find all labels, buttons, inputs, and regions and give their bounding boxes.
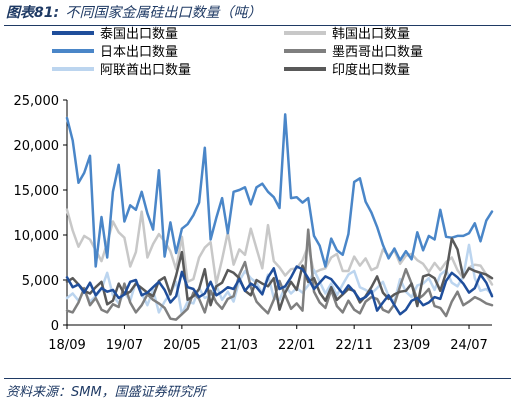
figure-label: 图表81: bbox=[6, 5, 60, 21]
series-line bbox=[65, 113, 494, 268]
y-tick-label: 20,000 bbox=[14, 139, 60, 154]
y-tick-label: 25,000 bbox=[14, 94, 60, 109]
figure-title: 不同国家金属硅出口数量（吨） bbox=[65, 5, 262, 21]
x-tick-label: 20/05 bbox=[163, 338, 200, 353]
y-tick-label: 10,000 bbox=[14, 229, 60, 244]
legend-label: 日本出口数量 bbox=[100, 45, 178, 60]
legend-label: 墨西哥出口数量 bbox=[332, 45, 423, 60]
series-line bbox=[65, 228, 494, 321]
x-tick-label: 19/07 bbox=[106, 338, 143, 353]
y-tick-label: 0 bbox=[51, 319, 59, 334]
legend-label: 印度出口数量 bbox=[332, 62, 410, 78]
legend-label: 韩国出口数量 bbox=[332, 27, 410, 42]
legend-label: 泰国出口数量 bbox=[100, 27, 178, 42]
x-tick-label: 22/01 bbox=[278, 338, 315, 353]
x-axis: 18/09 19/07 20/05 21/03 22/01 22/11 23/09 24/07 bbox=[48, 324, 492, 353]
x-tick-label: 18/09 bbox=[48, 338, 85, 353]
legend-label: 阿联酋出口数量 bbox=[100, 62, 191, 78]
x-tick-label: 21/03 bbox=[221, 338, 258, 353]
series-line bbox=[65, 265, 494, 316]
figure-title-row: 图表81: 不同国家金属硅出口数量（吨） bbox=[6, 2, 509, 24]
y-tick-label: 15,000 bbox=[14, 184, 60, 199]
y-axis: 0 5,000 10,000 15,000 20,000 25,000 bbox=[14, 94, 68, 334]
source-note: 资料来源：SMM，国盛证券研究所 bbox=[6, 385, 206, 400]
title-divider bbox=[4, 25, 511, 26]
plot-area bbox=[65, 113, 494, 321]
x-tick-label: 24/07 bbox=[450, 338, 487, 353]
series-line bbox=[65, 208, 494, 286]
footer-divider bbox=[4, 378, 511, 379]
x-tick-label: 23/09 bbox=[393, 338, 430, 353]
y-tick-label: 5,000 bbox=[22, 274, 59, 289]
x-tick-label: 22/11 bbox=[335, 338, 372, 353]
